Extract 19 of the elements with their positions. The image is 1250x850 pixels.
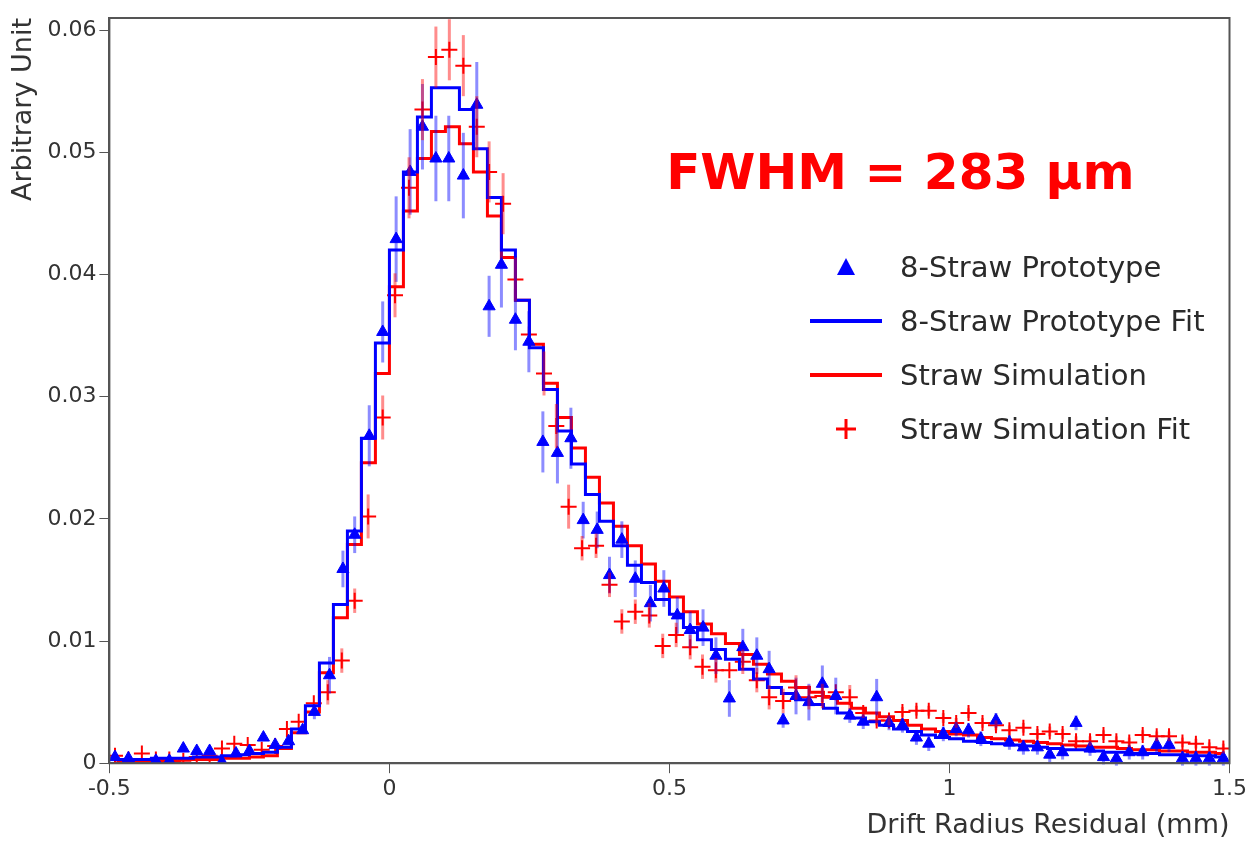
x-tick-label: -0.5 (87, 775, 131, 801)
y-axis-title: Arbitrary Unit (6, 18, 38, 202)
legend-label: Straw Simulation Fit (900, 412, 1191, 446)
x-tick-label: 0 (382, 775, 397, 801)
y-tick-label: 0.04 (47, 260, 97, 286)
x-tick-label: 0.5 (651, 775, 687, 801)
y-tick-label: 0.02 (47, 504, 97, 530)
y-tick-label: 0.03 (47, 382, 97, 408)
y-tick-label: 0.06 (47, 15, 97, 41)
annotation: FWHM = 283 µm (666, 143, 1135, 201)
x-tick-label: 1.5 (1212, 775, 1248, 801)
y-tick-label: 0.01 (47, 626, 97, 652)
legend-label: 8-Straw Prototype (900, 250, 1162, 284)
x-tick-label: 1 (942, 775, 957, 801)
legend-label: 8-Straw Prototype Fit (900, 304, 1205, 338)
x-axis-title: Drift Radius Residual (mm) (866, 807, 1230, 839)
y-tick-label: 0 (82, 748, 97, 774)
legend-label: Straw Simulation (900, 358, 1147, 392)
y-tick-label: 0.05 (47, 138, 97, 164)
